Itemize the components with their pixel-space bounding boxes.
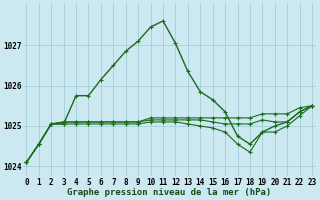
X-axis label: Graphe pression niveau de la mer (hPa): Graphe pression niveau de la mer (hPa) [67,188,271,197]
